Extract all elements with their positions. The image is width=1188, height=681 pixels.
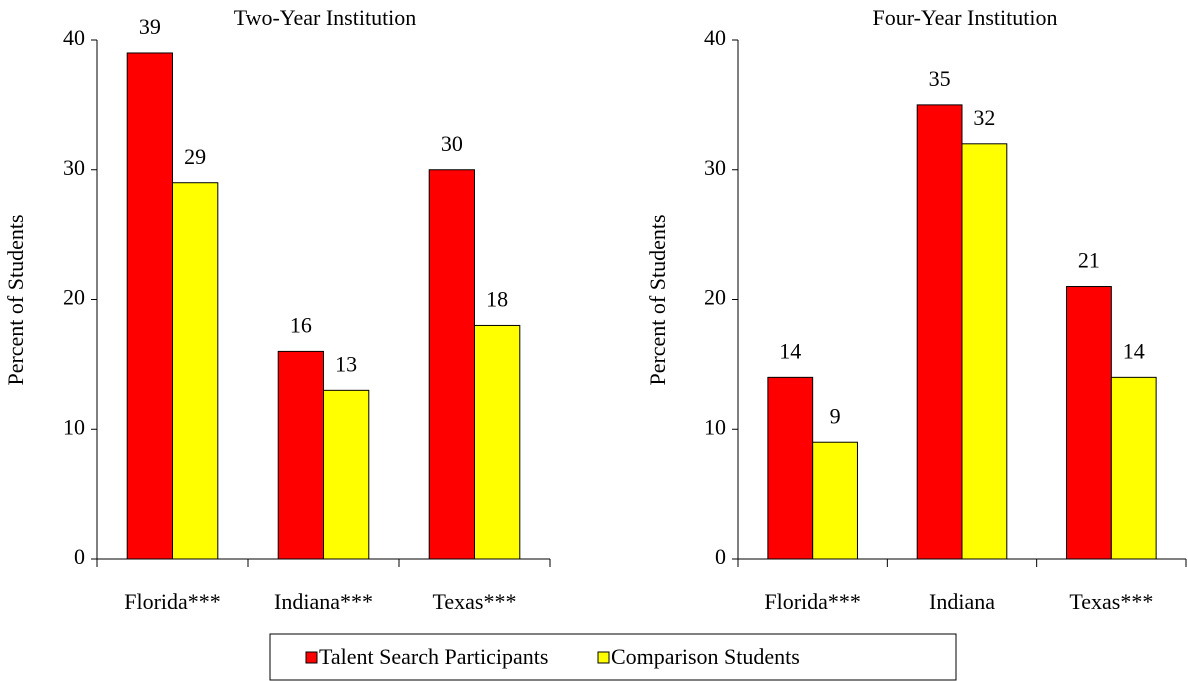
legend-swatch bbox=[597, 651, 610, 664]
bar bbox=[172, 182, 219, 560]
value-label: 13 bbox=[335, 351, 357, 376]
y-tick-label: 30 bbox=[63, 155, 85, 180]
y-tick-label: 0 bbox=[715, 544, 726, 569]
bar bbox=[961, 143, 1008, 560]
y-tick-label: 10 bbox=[704, 414, 726, 439]
bar bbox=[126, 52, 173, 560]
x-tick-label: Florida*** bbox=[124, 589, 221, 614]
y-tick-label: 20 bbox=[63, 285, 85, 310]
y-tick-label: 0 bbox=[74, 544, 85, 569]
bar bbox=[1066, 286, 1112, 560]
legend-box bbox=[269, 633, 957, 681]
value-label: 30 bbox=[441, 131, 463, 156]
value-label: 39 bbox=[139, 14, 161, 39]
bar bbox=[916, 104, 963, 560]
bar bbox=[812, 441, 858, 560]
value-label: 18 bbox=[486, 286, 508, 311]
y-axis-label: Percent of Students bbox=[3, 214, 28, 385]
legend-swatch bbox=[305, 651, 318, 664]
bar bbox=[428, 169, 476, 560]
y-axis-label: Percent of Students bbox=[645, 214, 670, 385]
x-tick-label: Indiana*** bbox=[274, 589, 373, 614]
value-label: 14 bbox=[779, 338, 801, 363]
y-tick-label: 20 bbox=[704, 285, 726, 310]
value-label: 21 bbox=[1078, 248, 1100, 273]
value-label: 14 bbox=[1123, 338, 1145, 363]
chart-title: Four-Year Institution bbox=[873, 5, 1058, 30]
x-tick-label: Texas*** bbox=[1069, 589, 1153, 614]
bar bbox=[1110, 376, 1157, 560]
x-tick-label: Indiana bbox=[929, 589, 995, 614]
value-label: 35 bbox=[929, 66, 951, 91]
bar bbox=[767, 376, 814, 560]
bar bbox=[277, 350, 325, 560]
bar bbox=[323, 389, 370, 560]
value-label: 16 bbox=[290, 312, 312, 337]
y-tick-label: 30 bbox=[704, 155, 726, 180]
legend-label: Comparison Students bbox=[611, 644, 800, 669]
x-tick-label: Florida*** bbox=[764, 589, 861, 614]
legend-label: Talent Search Participants bbox=[319, 644, 548, 669]
value-label: 32 bbox=[973, 105, 995, 130]
y-tick-label: 10 bbox=[63, 414, 85, 439]
value-label: 9 bbox=[830, 403, 841, 428]
x-tick-label: Texas*** bbox=[433, 589, 517, 614]
value-label: 29 bbox=[184, 144, 206, 169]
y-tick-label: 40 bbox=[63, 25, 85, 50]
bar bbox=[474, 324, 521, 560]
y-tick-label: 40 bbox=[704, 25, 726, 50]
chart-title: Two-Year Institution bbox=[234, 5, 417, 30]
